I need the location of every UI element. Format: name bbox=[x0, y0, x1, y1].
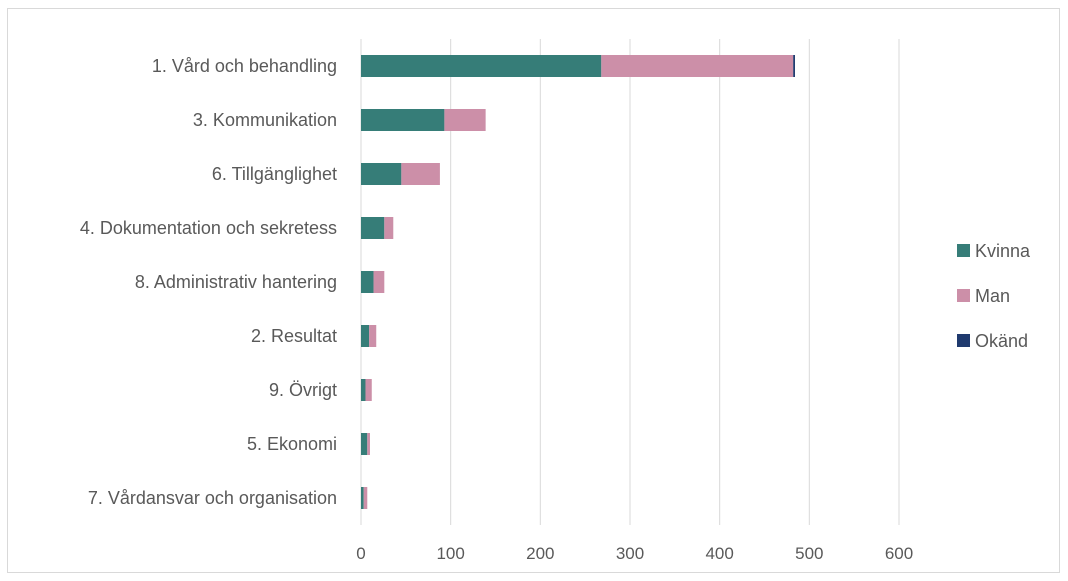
category-label: 6. Tillgänglighet bbox=[212, 164, 337, 184]
category-label: 2. Resultat bbox=[251, 326, 337, 346]
legend-swatch bbox=[957, 244, 970, 257]
category-label: 7. Vårdansvar och organisation bbox=[88, 488, 337, 508]
category-label: 3. Kommunikation bbox=[193, 110, 337, 130]
bar-kvinna-8 bbox=[361, 433, 368, 455]
bar-kvinna-4 bbox=[361, 217, 385, 239]
x-tick-label: 100 bbox=[436, 544, 464, 563]
legend-label: Okänd bbox=[975, 331, 1028, 351]
bar-ok-nd-1 bbox=[793, 55, 795, 77]
chart-frame: 1. Vård och behandling 3. Kommunikation 6.… bbox=[7, 8, 1060, 573]
bar-man-4 bbox=[384, 217, 394, 239]
category-label: 4. Dokumentation och sekretess bbox=[80, 218, 337, 238]
bar-man-6 bbox=[369, 325, 377, 347]
bar-man-8 bbox=[367, 433, 370, 455]
stacked-bar-chart: 1. Vård och behandling 3. Kommunikation 6.… bbox=[80, 39, 1031, 563]
bar-kvinna-2 bbox=[361, 109, 445, 131]
category-label: 1. Vård och behandling bbox=[152, 56, 337, 76]
category-labels: 1. Vård och behandling 3. Kommunikation 6.… bbox=[80, 56, 337, 508]
x-tick-label: 0 bbox=[356, 544, 365, 563]
legend-swatch bbox=[957, 334, 970, 347]
bars bbox=[361, 55, 795, 509]
legend-swatch bbox=[957, 289, 970, 302]
bar-man-5 bbox=[373, 271, 385, 293]
x-tick-label: 600 bbox=[885, 544, 913, 563]
bar-kvinna-1 bbox=[361, 55, 602, 77]
bar-man-9 bbox=[363, 487, 368, 509]
bar-man-7 bbox=[365, 379, 372, 401]
x-tick-label: 200 bbox=[526, 544, 554, 563]
bar-man-1 bbox=[601, 55, 794, 77]
x-tick-label: 500 bbox=[795, 544, 823, 563]
bar-man-3 bbox=[401, 163, 440, 185]
category-label: 5. Ekonomi bbox=[247, 434, 337, 454]
x-tick-labels: 0 100 200 300 400 500 600 bbox=[356, 544, 913, 563]
x-tick-label: 300 bbox=[616, 544, 644, 563]
category-label: 9. Övrigt bbox=[269, 380, 337, 400]
bar-kvinna-5 bbox=[361, 271, 374, 293]
bar-man-2 bbox=[444, 109, 486, 131]
bar-kvinna-9 bbox=[361, 487, 364, 509]
legend-label: Kvinna bbox=[975, 241, 1031, 261]
bar-kvinna-3 bbox=[361, 163, 402, 185]
legend: Kvinna Man Okänd bbox=[957, 241, 1031, 351]
legend-label: Man bbox=[975, 286, 1010, 306]
category-label: 8. Administrativ hantering bbox=[135, 272, 337, 292]
bar-kvinna-7 bbox=[361, 379, 366, 401]
bar-kvinna-6 bbox=[361, 325, 370, 347]
x-tick-label: 400 bbox=[705, 544, 733, 563]
